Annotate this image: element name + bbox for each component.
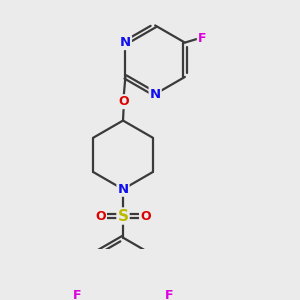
Text: O: O — [95, 209, 106, 223]
Text: F: F — [198, 32, 206, 45]
Text: N: N — [150, 88, 161, 100]
Text: N: N — [117, 183, 129, 196]
Text: F: F — [164, 289, 173, 300]
Text: N: N — [120, 36, 131, 49]
Text: S: S — [118, 208, 128, 224]
Text: F: F — [73, 289, 82, 300]
Text: O: O — [118, 95, 129, 108]
Text: O: O — [140, 209, 151, 223]
